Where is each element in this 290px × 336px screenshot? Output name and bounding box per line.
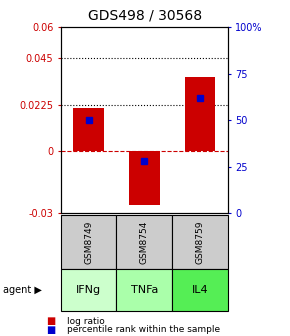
Text: GSM8759: GSM8759 bbox=[195, 220, 204, 264]
Text: GSM8754: GSM8754 bbox=[140, 220, 149, 264]
Text: log ratio: log ratio bbox=[67, 317, 104, 326]
Bar bbox=[129, 151, 160, 205]
Text: ■: ■ bbox=[46, 316, 56, 326]
Bar bbox=[73, 108, 104, 151]
Text: GDS498 / 30568: GDS498 / 30568 bbox=[88, 8, 202, 22]
Text: IFNg: IFNg bbox=[76, 285, 101, 295]
Text: percentile rank within the sample: percentile rank within the sample bbox=[67, 326, 220, 334]
Text: TNFa: TNFa bbox=[130, 285, 158, 295]
Text: agent ▶: agent ▶ bbox=[3, 285, 42, 295]
Bar bbox=[184, 77, 215, 151]
Text: GSM8749: GSM8749 bbox=[84, 220, 93, 264]
Text: IL4: IL4 bbox=[192, 285, 208, 295]
Text: ■: ■ bbox=[46, 325, 56, 335]
